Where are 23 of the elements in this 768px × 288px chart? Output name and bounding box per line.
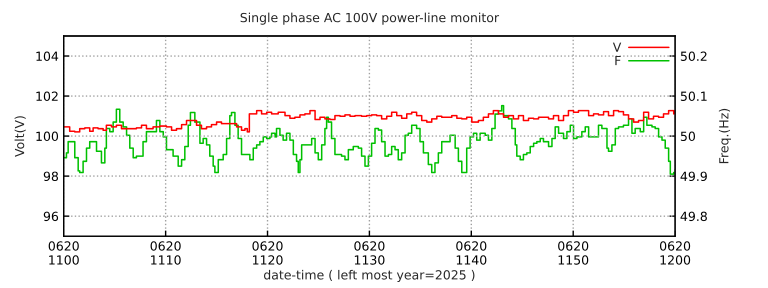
legend-label: V	[612, 42, 622, 52]
x-tick-label: 0620 1130	[354, 241, 384, 265]
x-tick-label: 0620 1100	[48, 241, 79, 265]
x-tick-label: 0620 1110	[150, 241, 181, 265]
y-axis-title: Volt(V)	[14, 116, 26, 157]
x-tick-label: 0620 1150	[558, 241, 588, 265]
x-tick-label: 0620 1140	[456, 241, 486, 265]
y-tick-label: 102	[36, 92, 58, 101]
chart-title: Single phase AC 100V power-line monitor	[240, 12, 500, 25]
y2-tick-label: 50	[680, 132, 696, 142]
y-tick-label: 100	[36, 132, 58, 142]
y2-tick-label: 49.9	[680, 172, 707, 182]
y-tick-label: 98	[44, 172, 58, 182]
y-tick-label: 96	[44, 212, 58, 222]
y-tick-label: 104	[36, 51, 58, 61]
x-axis-title: date-time ( left most year=2025 )	[264, 270, 474, 282]
y2-tick-label: 50.2	[680, 51, 707, 61]
legend-label: F	[615, 56, 621, 66]
x-tick-label: 0620 1200	[660, 241, 690, 265]
y2-axis-title: Freq.(Hz)	[718, 108, 731, 164]
y2-tick-label: 49.8	[680, 212, 707, 222]
y2-tick-label: 50.1	[680, 92, 707, 101]
x-tick-label: 0620 1120	[252, 241, 283, 265]
